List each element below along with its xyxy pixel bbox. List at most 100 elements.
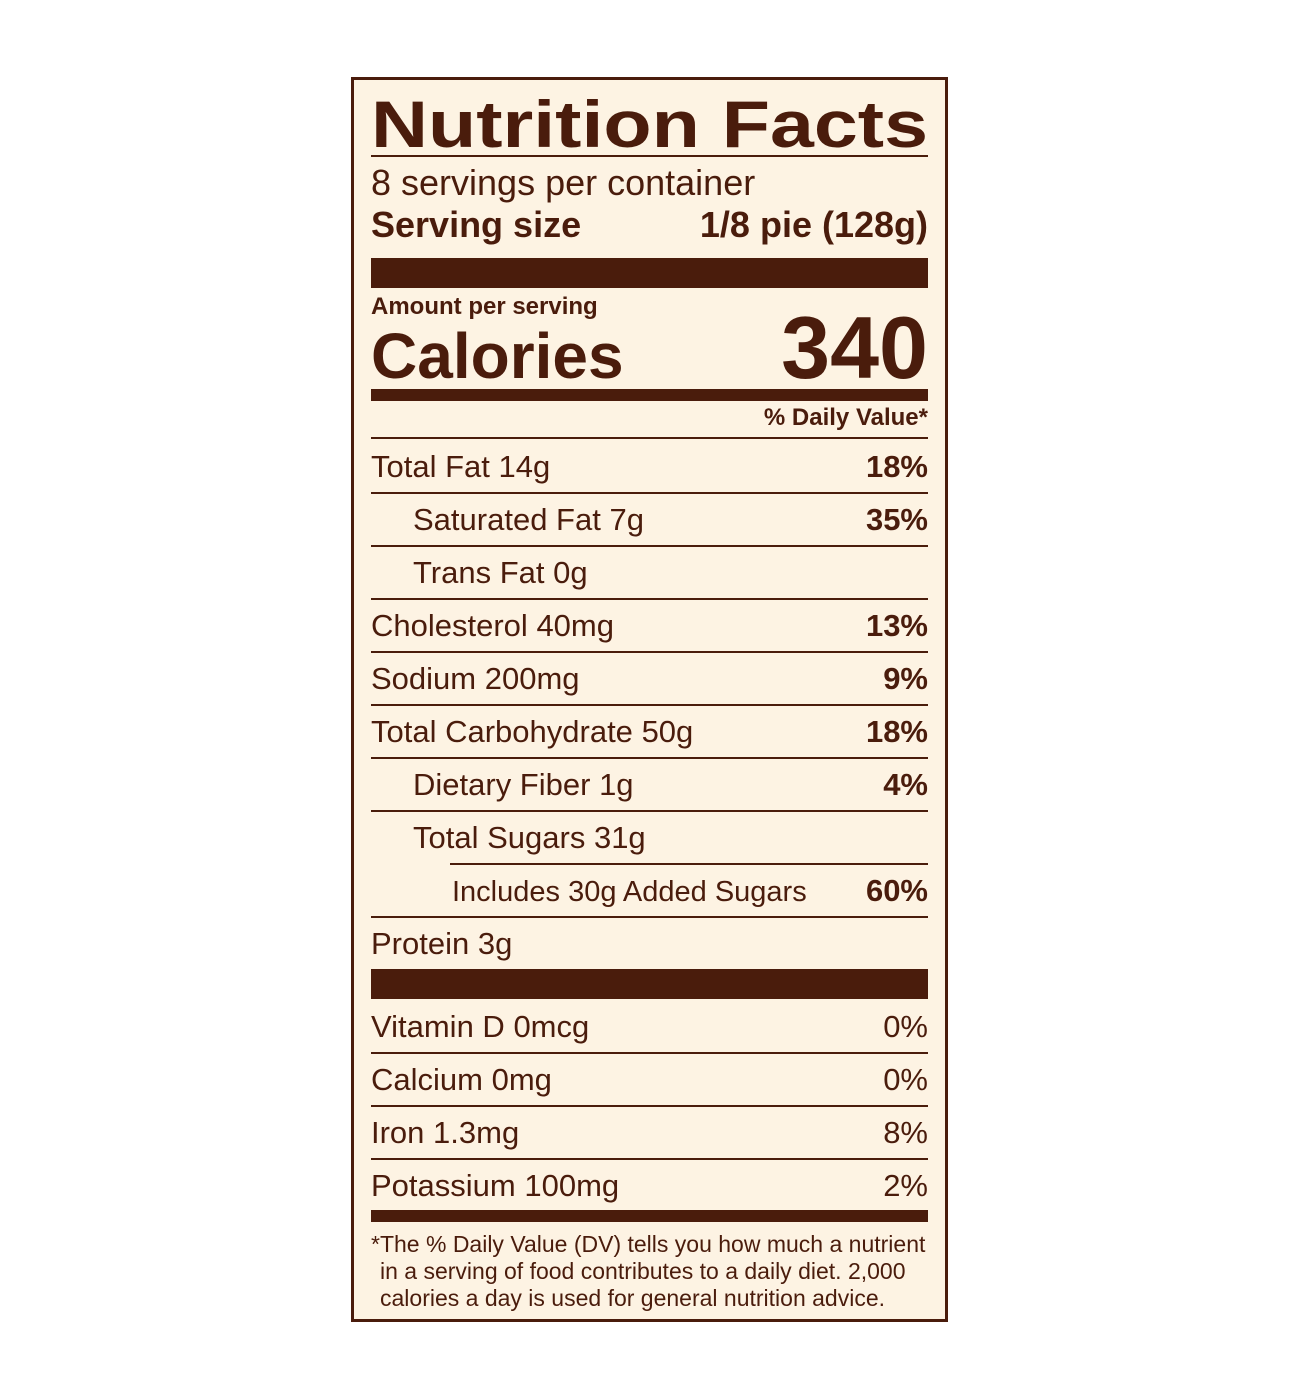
daily-value: 0% [883, 1008, 928, 1044]
serving-size-value: 1/8 pie (128g) [699, 204, 928, 245]
nutrient-row: Vitamin D 0mcg 0% [371, 1000, 928, 1053]
nutrient-name: Trans Fat [413, 554, 545, 590]
nutrient-row: Calcium 0mg 0% [371, 1053, 928, 1106]
nutrient-row: Protein 3g [371, 917, 928, 970]
nutrient: Total Sugars 31g [413, 820, 646, 856]
rule [371, 437, 928, 439]
nutrient-row: Total Sugars 31g [371, 811, 928, 864]
daily-value: 4% [883, 766, 928, 802]
nutrient-row: Includes 30g Added Sugars 60% [371, 864, 928, 917]
nutrient-row: Trans Fat 0g [371, 546, 928, 599]
nutrient-amount: 31g [593, 819, 646, 855]
rule [371, 651, 928, 653]
nutrient-row: Iron 1.3mg 8% [371, 1106, 928, 1159]
medium-bar [371, 389, 928, 401]
daily-value: 0% [883, 1061, 928, 1097]
calories-label: Calories [371, 320, 624, 392]
nutrient-amount: 40mg [536, 607, 614, 643]
nutrient-amount: 1g [599, 766, 634, 802]
daily-value: 18% [865, 713, 928, 749]
nutrient: Cholesterol 40mg [371, 608, 614, 644]
daily-value: 18% [865, 448, 928, 484]
nutrient-row: Total Carbohydrate 50g 18% [371, 705, 928, 758]
title-wrap: Nutrition Facts [371, 88, 928, 160]
nutrient-name: Cholesterol [371, 607, 528, 643]
nutrient-amount: 0g [553, 554, 588, 590]
nutrient: Includes 30g Added Sugars [452, 873, 807, 909]
nutrient-row: Potassium 100mg 2% [371, 1159, 928, 1212]
nutrient-row: Sodium 200mg 9% [371, 652, 928, 705]
servings: 8 servings per container [371, 162, 756, 203]
nutrient-name: Total Sugars [413, 819, 586, 855]
nutrient-row: Total Fat 14g 18% [371, 440, 928, 493]
nutrient-amount: 200mg [484, 660, 580, 696]
nutrient: Protein 3g [371, 926, 512, 962]
daily-value: 13% [865, 607, 928, 643]
nutrient-row: Dietary Fiber 1g 4% [371, 758, 928, 811]
nutrient-amount: 0mg [491, 1061, 552, 1097]
rule [371, 916, 928, 918]
nutrient-amount: 3g [477, 925, 513, 961]
nutrient-amount: 50g [641, 713, 694, 749]
calories-value: 340 [781, 298, 928, 397]
nutrient-name: Saturated Fat [413, 501, 601, 537]
footnote: *The % Daily Value (DV) tells you how mu… [371, 1231, 928, 1312]
nutrient-name: Calcium [371, 1061, 483, 1097]
nutrient-row: Saturated Fat 7g 35% [371, 493, 928, 546]
rule [450, 863, 928, 865]
serving-size: Serving size 1/8 pie (128g) [371, 205, 928, 245]
nutrient: Sodium 200mg [371, 661, 580, 697]
footnote-line: calories a day is used for general nutri… [380, 1285, 886, 1311]
nutrient: Total Carbohydrate 50g [371, 714, 693, 750]
nutrient-name: Includes 30g Added Sugars [452, 875, 807, 908]
nutrient: Dietary Fiber 1g [413, 767, 634, 803]
thick-bar [371, 258, 928, 288]
nutrient: Calcium 0mg [371, 1062, 552, 1098]
nutrient-amount: 7g [609, 501, 644, 537]
nutrient: Saturated Fat 7g [413, 502, 644, 538]
nutrient-amount: 100mg [524, 1167, 620, 1203]
amount-per-serving: Amount per serving [371, 293, 598, 320]
nutrient-name: Sodium [371, 660, 477, 696]
nutrient-name: Total Fat [371, 448, 490, 484]
daily-value: 8% [883, 1114, 928, 1150]
rule [371, 704, 928, 706]
calories: Calories 340 [371, 298, 928, 397]
nutrient-name: Total Carbohydrate [371, 713, 633, 749]
nutrient: Vitamin D 0mcg [371, 1009, 589, 1045]
rule [371, 1052, 928, 1054]
nutrition-label: Nutrition Facts 8 servings per container… [351, 77, 948, 1322]
rule [371, 492, 928, 494]
nutrient-name: Potassium [371, 1167, 516, 1203]
nutrient-name: Dietary Fiber [413, 766, 591, 802]
nutrient: Total Fat 14g [371, 449, 550, 485]
footnote-line: *The % Daily Value (DV) tells you how mu… [371, 1231, 926, 1257]
daily-value: 9% [883, 660, 928, 696]
thick-bar [371, 969, 928, 999]
nutrient-amount: 1.3mg [433, 1114, 520, 1150]
title: Nutrition Facts [371, 87, 928, 161]
nutrient: Trans Fat 0g [413, 555, 588, 591]
nutrient-amount: 0mcg [513, 1008, 590, 1044]
rule [371, 598, 928, 600]
rule [371, 810, 928, 812]
nutrient-name: Vitamin D [371, 1008, 505, 1044]
daily-value-header: % Daily Value* [763, 404, 928, 431]
rule [371, 545, 928, 547]
nutrient-row: Cholesterol 40mg 13% [371, 599, 928, 652]
rule [371, 1158, 928, 1160]
rule [371, 757, 928, 759]
nutrient-amount: 14g [498, 448, 551, 484]
medium-bar [371, 1210, 928, 1222]
nutrient: Potassium 100mg [371, 1168, 619, 1204]
rule [371, 1105, 928, 1107]
footnote-line: in a serving of food contributes to a da… [380, 1258, 906, 1284]
daily-value: 35% [865, 501, 928, 537]
nutrient-name: Iron [371, 1114, 425, 1150]
nutrient-name: Protein [371, 925, 470, 961]
daily-value: 2% [883, 1167, 928, 1203]
rule [371, 155, 928, 157]
daily-value: 60% [865, 872, 928, 908]
serving-size-label: Serving size [371, 204, 582, 245]
